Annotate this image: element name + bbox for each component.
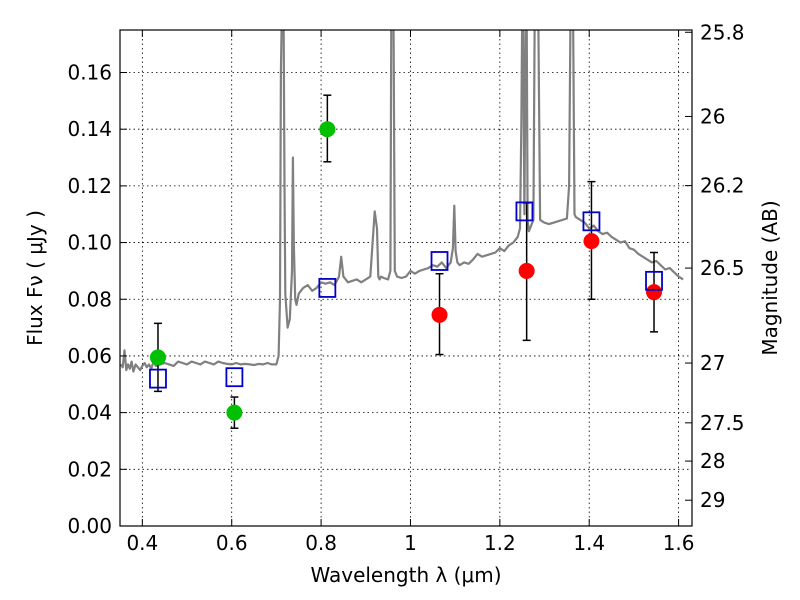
right-tick-label: 25.8 (700, 20, 745, 44)
x-tick-label: 0.8 (305, 531, 337, 555)
y-tick-label: 0.10 (67, 231, 112, 255)
y-tick-label: 0.12 (67, 174, 112, 198)
x-tick-label: 1.6 (663, 531, 695, 555)
y-axis-title: Flux Fν ( μJy ) (23, 210, 47, 346)
circle-marker (518, 262, 535, 279)
right-tick-label: 26 (700, 104, 725, 128)
x-tick-label: 1 (404, 531, 417, 555)
x-tick-label: 1.4 (573, 531, 605, 555)
right-tick-label: 28 (700, 449, 725, 473)
plot-frame (119, 29, 693, 527)
right-tick-label: 26.5 (700, 256, 745, 280)
model-spectrum-line (120, 30, 684, 373)
square-marker (430, 251, 449, 271)
square-marker (149, 368, 167, 389)
circle-marker (226, 404, 243, 421)
y-tick-label: 0.02 (67, 457, 112, 481)
square-marker (645, 270, 663, 291)
y-tick-label: 0.16 (67, 61, 112, 85)
circle-marker (149, 349, 166, 366)
plot-area (120, 30, 684, 373)
circle-marker (431, 306, 448, 323)
circle-marker (646, 284, 663, 301)
y-tick-label: 0.14 (67, 117, 112, 141)
square-marker (225, 367, 244, 388)
grid-lines (120, 30, 692, 527)
right-tick-label: 26.2 (700, 174, 745, 198)
right-tick-label: 27.5 (700, 411, 745, 435)
right-tick-label: 29 (700, 488, 725, 512)
y-tick-label: 0.08 (67, 287, 112, 311)
right-axis-title: Magnitude (AB) (758, 200, 782, 355)
x-tick-label: 0.6 (216, 531, 248, 555)
y-tick-label: 0.00 (67, 514, 112, 538)
data-markers (149, 94, 663, 429)
square-marker (582, 211, 601, 232)
y-tick-label: 0.06 (67, 344, 112, 368)
square-marker (318, 278, 337, 298)
x-axis-title: Wavelength λ (μm) (310, 563, 501, 587)
y-tick-label: 0.04 (67, 401, 112, 425)
circle-marker (583, 233, 600, 250)
right-tick-label: 27 (700, 351, 725, 375)
square-marker (515, 201, 534, 222)
x-tick-label: 1.2 (484, 531, 516, 555)
circle-marker (319, 121, 336, 138)
x-tick-label: 0.4 (126, 531, 158, 555)
axis-ticks: 0.4 0.6 0.8 1 1.2 1.4 1.6 0.00 0.02 0.04 0.06 0.08 0… (67, 20, 744, 555)
